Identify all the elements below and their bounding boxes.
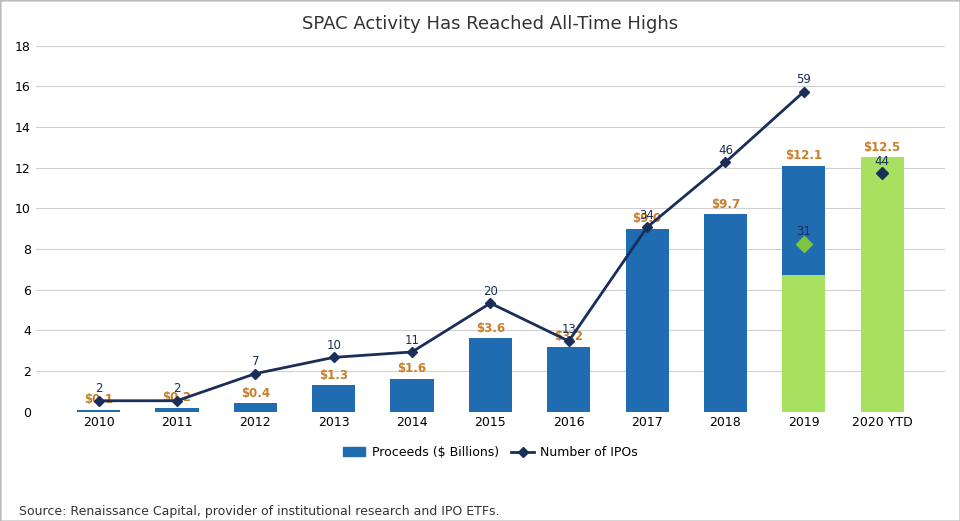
Text: $1.6: $1.6 <box>397 363 426 376</box>
Text: 44: 44 <box>875 155 890 168</box>
Text: 34: 34 <box>639 209 655 222</box>
Text: $0.2: $0.2 <box>162 391 191 404</box>
Bar <box>547 346 590 412</box>
Title: SPAC Activity Has Reached All-Time Highs: SPAC Activity Has Reached All-Time Highs <box>302 15 679 33</box>
Bar <box>626 229 668 412</box>
Bar <box>782 166 826 276</box>
Bar <box>468 339 512 412</box>
Text: $0.1: $0.1 <box>84 393 113 406</box>
Bar <box>704 215 747 412</box>
Text: Source: Renaissance Capital, provider of institutional research and IPO ETFs.: Source: Renaissance Capital, provider of… <box>19 505 500 518</box>
Text: 2: 2 <box>95 382 103 395</box>
Text: $1.3: $1.3 <box>319 368 348 381</box>
Text: 11: 11 <box>404 333 420 346</box>
Text: $0.4: $0.4 <box>241 387 270 400</box>
Bar <box>156 407 199 412</box>
Legend: Proceeds ($ Billions), Number of IPOs: Proceeds ($ Billions), Number of IPOs <box>338 441 643 464</box>
Text: 7: 7 <box>252 355 259 368</box>
Text: 20: 20 <box>483 285 498 297</box>
Text: $9.7: $9.7 <box>710 198 740 210</box>
Text: $3.6: $3.6 <box>476 322 505 335</box>
Text: $9.0: $9.0 <box>633 212 661 225</box>
Bar <box>860 157 903 412</box>
Text: 59: 59 <box>797 73 811 86</box>
Text: $12.5: $12.5 <box>863 141 900 154</box>
Text: 31: 31 <box>797 225 811 238</box>
Bar <box>391 379 434 412</box>
Text: 46: 46 <box>718 144 732 157</box>
Text: $3.2: $3.2 <box>554 330 584 343</box>
Bar <box>312 385 355 412</box>
Text: 2: 2 <box>173 382 180 395</box>
Bar <box>234 403 276 412</box>
Text: 10: 10 <box>326 339 341 352</box>
Bar <box>782 276 826 412</box>
Text: $12.1: $12.1 <box>785 149 823 162</box>
Text: 13: 13 <box>562 322 576 336</box>
Bar <box>77 410 120 412</box>
